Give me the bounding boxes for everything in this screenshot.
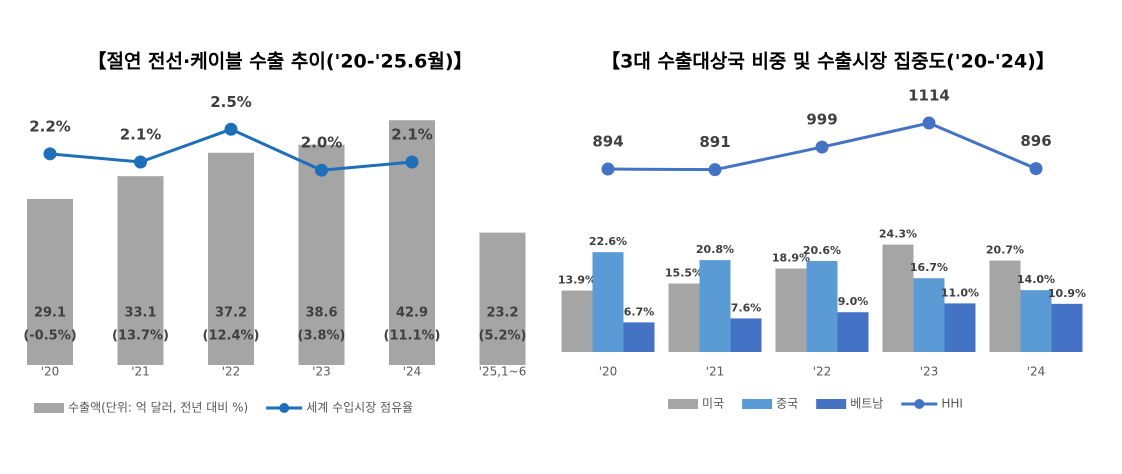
bar-growth-label: (5.2%) <box>479 329 527 344</box>
bar <box>208 152 254 365</box>
legend-label: 베트남 <box>850 397 883 411</box>
bar-value-label: 11.0% <box>941 286 979 299</box>
bar <box>27 198 73 365</box>
x-tick-label: '21 <box>131 365 150 379</box>
legend-label: 세계 수입시장 점유율 <box>306 401 413 415</box>
bar <box>117 176 164 365</box>
legend-swatch <box>742 399 773 409</box>
line-value-label: 2.2% <box>29 117 71 135</box>
bar-value-label: 20.7% <box>986 244 1024 257</box>
bar <box>298 144 345 365</box>
legend-swatch <box>279 403 290 413</box>
bar <box>1020 290 1052 352</box>
line-value-label: 894 <box>592 133 623 151</box>
x-tick-label: '20 <box>41 365 60 379</box>
line-value-label: 2.0% <box>301 134 343 152</box>
line-value-label: 2.1% <box>391 126 433 144</box>
bar-value-label: 13.9% <box>558 274 596 287</box>
legend-label: 미국 <box>702 397 724 411</box>
bar-value-label: 6.7% <box>624 305 655 318</box>
bar-growth-label: (-0.5%) <box>23 329 76 344</box>
line-value-label: 2.1% <box>120 126 162 144</box>
bar <box>882 244 914 352</box>
x-tick-label: '23 <box>312 365 331 379</box>
line-marker <box>922 116 936 130</box>
bar-value-label: 14.0% <box>1017 273 1055 286</box>
bar-growth-label: (11.1%) <box>384 329 441 344</box>
x-tick-label: '20 <box>599 365 618 379</box>
x-tick-label: '22 <box>222 365 241 379</box>
line-value-label: 891 <box>699 133 730 151</box>
bar <box>913 278 945 352</box>
line-marker <box>405 155 419 169</box>
bar-growth-label: (12.4%) <box>203 329 260 344</box>
bar <box>668 283 700 352</box>
bar-value-label: 20.8% <box>696 243 734 256</box>
bar <box>806 260 838 352</box>
bar <box>592 252 624 352</box>
bar-value-label: 29.1 <box>34 306 66 321</box>
x-tick-label: '24 <box>403 365 422 379</box>
line-marker <box>315 163 328 177</box>
bar-value-label: 20.6% <box>803 244 841 257</box>
legend-swatch <box>34 403 64 413</box>
bar-value-label: 7.6% <box>731 301 762 314</box>
bar-value-label: 9.0% <box>838 295 869 308</box>
x-tick-label: '21 <box>706 365 725 379</box>
bar <box>479 232 526 365</box>
bar <box>561 290 593 352</box>
bar-value-label: 37.2 <box>215 306 247 321</box>
bar-value-label: 18.9% <box>772 251 810 264</box>
line-marker <box>43 147 57 161</box>
legend-swatch <box>668 399 698 409</box>
bar-value-label: 15.5% <box>665 267 703 280</box>
bar <box>730 318 762 352</box>
legend-label: 중국 <box>776 397 798 411</box>
bar-value-label: 10.9% <box>1048 287 1086 300</box>
line-marker <box>1029 162 1043 176</box>
line-value-label: 999 <box>806 111 837 129</box>
bar-value-label: 23.2 <box>486 306 518 321</box>
line-value-label: 896 <box>1020 132 1051 150</box>
bar <box>1051 303 1083 352</box>
bar <box>699 260 731 352</box>
x-tick-label: '25,1~6 <box>479 365 527 379</box>
line-marker <box>224 122 238 136</box>
x-tick-label: '22 <box>813 365 832 379</box>
bar-value-label: 42.9 <box>396 306 428 321</box>
bar-growth-label: (3.8%) <box>298 329 346 344</box>
bar <box>837 312 869 352</box>
bar-value-label: 16.7% <box>910 261 948 274</box>
bar <box>623 322 655 352</box>
bar-growth-label: (13.7%) <box>112 329 169 344</box>
chart-title: 【3대 수출대상국 비중 및 수출시장 집중도('20-'24)】 <box>601 50 1055 73</box>
line-marker <box>708 163 722 177</box>
legend-label: 수출액(단위: 억 달러, 전년 대비 %) <box>68 401 248 415</box>
chart-title: 【절연 전선·케이블 수출 추이('20-'25.6월)】 <box>87 50 472 73</box>
legend-swatch <box>816 399 847 409</box>
bar-value-label: 22.6% <box>589 235 627 248</box>
legend-label: HHI <box>941 397 963 411</box>
x-tick-label: '23 <box>920 365 939 379</box>
x-tick-label: '24 <box>1027 365 1046 379</box>
bar-value-label: 38.6 <box>305 306 337 321</box>
line-marker <box>601 162 615 176</box>
line-marker <box>815 140 829 154</box>
bar-value-label: 24.3% <box>879 228 917 241</box>
bar-value-label: 33.1 <box>124 306 156 321</box>
line-marker <box>134 155 147 169</box>
bar <box>944 303 976 352</box>
bar <box>989 260 1021 352</box>
bar <box>775 268 807 352</box>
legend-swatch <box>914 399 925 409</box>
line-value-label: 1114 <box>908 87 950 105</box>
line-value-label: 2.5% <box>210 93 252 111</box>
